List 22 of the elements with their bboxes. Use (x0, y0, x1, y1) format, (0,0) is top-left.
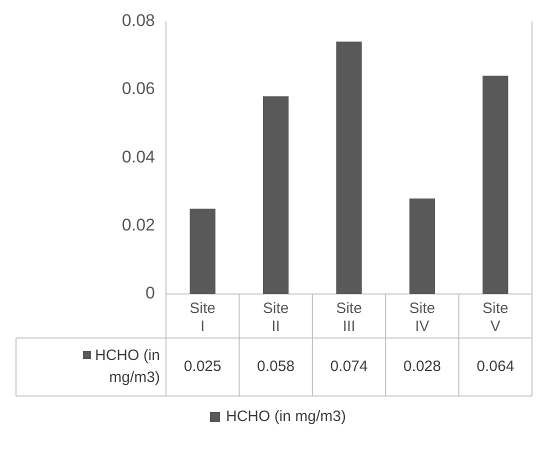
y-tick-label: 0.02 (122, 215, 155, 234)
data-label: 0.064 (476, 358, 514, 376)
data-label: 0.025 (184, 358, 222, 376)
x-tick-label: Site V (482, 300, 508, 336)
x-tick-label: Site III (336, 300, 362, 336)
x-tick-label: Site II (262, 300, 289, 336)
bar (409, 198, 436, 294)
y-tick-label: 0.08 (122, 10, 155, 30)
y-tick-label: 0.06 (122, 79, 155, 98)
text: HCHO (in mg/m3) (226, 408, 346, 425)
bar (482, 76, 508, 294)
y-tick-label: 0.04 (122, 147, 155, 166)
data-label: 0.074 (330, 358, 368, 376)
data-label: 0.058 (257, 358, 295, 376)
x-tick-label: Site I (190, 300, 216, 336)
x-tick-label: Site IV (409, 300, 436, 336)
bar (262, 96, 289, 294)
bar (336, 42, 362, 294)
y-tick-label: 0 (146, 284, 155, 303)
bar (190, 208, 216, 294)
legend-label: HCHO (in mg/m3) (94, 347, 160, 386)
data-label: 0.028 (403, 358, 441, 376)
